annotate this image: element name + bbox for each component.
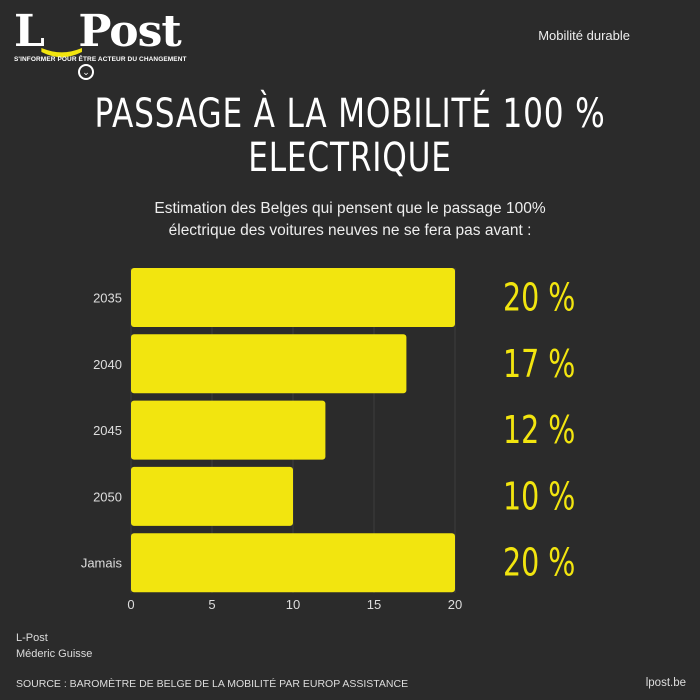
data-label: 17 % (503, 342, 575, 386)
data-label: 12 % (503, 408, 575, 452)
category-label: Mobilité durable (538, 28, 630, 43)
chevron-down-icon[interactable]: ⌄ (78, 64, 94, 80)
logo-tagline: S'INFORMER POUR ÊTRE ACTEUR DU CHANGEMEN… (14, 56, 187, 63)
source-note: SOURCE : BAROMÈTRE DE BELGE DE LA MOBILI… (16, 678, 409, 690)
subtitle-line: Estimation des Belges qui pensent que le… (154, 200, 546, 217)
data-label: 10 % (503, 474, 575, 518)
bar (131, 466, 293, 526)
x-tick-label: 15 (367, 597, 381, 612)
subtitle-line: électrique des voitures neuves ne se fer… (168, 222, 532, 239)
site-link[interactable]: lpost.be (645, 677, 686, 689)
credit-author: Méderic Guisse (16, 648, 93, 660)
page-title: PASSAGE À LA MOBILITÉ 100 % ELECTRIQUE (77, 92, 623, 180)
x-tick-label: 5 (208, 597, 215, 612)
y-tick-label: 2035 (93, 291, 122, 306)
data-label: 20 % (503, 541, 575, 585)
y-tick-label: 2050 (93, 489, 122, 504)
x-tick-label: 0 (127, 597, 134, 612)
y-tick-label: Jamais (81, 556, 123, 571)
y-tick-label: 2040 (93, 357, 122, 372)
bar (131, 400, 326, 460)
y-tick-label: 2045 (93, 423, 122, 438)
bar (131, 533, 455, 593)
credit-publisher: L-Post (16, 632, 48, 644)
data-label: 20 % (503, 275, 575, 319)
x-tick-label: 20 (448, 597, 462, 612)
credits: L-Post Méderic Guisse (16, 630, 92, 662)
bar (131, 334, 407, 394)
title-line: ELECTRIQUE (248, 135, 452, 181)
x-tick-label: 10 (286, 597, 300, 612)
title-line: PASSAGE À LA MOBILITÉ 100 % (94, 91, 606, 137)
chart-subtitle: Estimation des Belges qui pensent que le… (0, 198, 700, 242)
bar (131, 268, 455, 327)
